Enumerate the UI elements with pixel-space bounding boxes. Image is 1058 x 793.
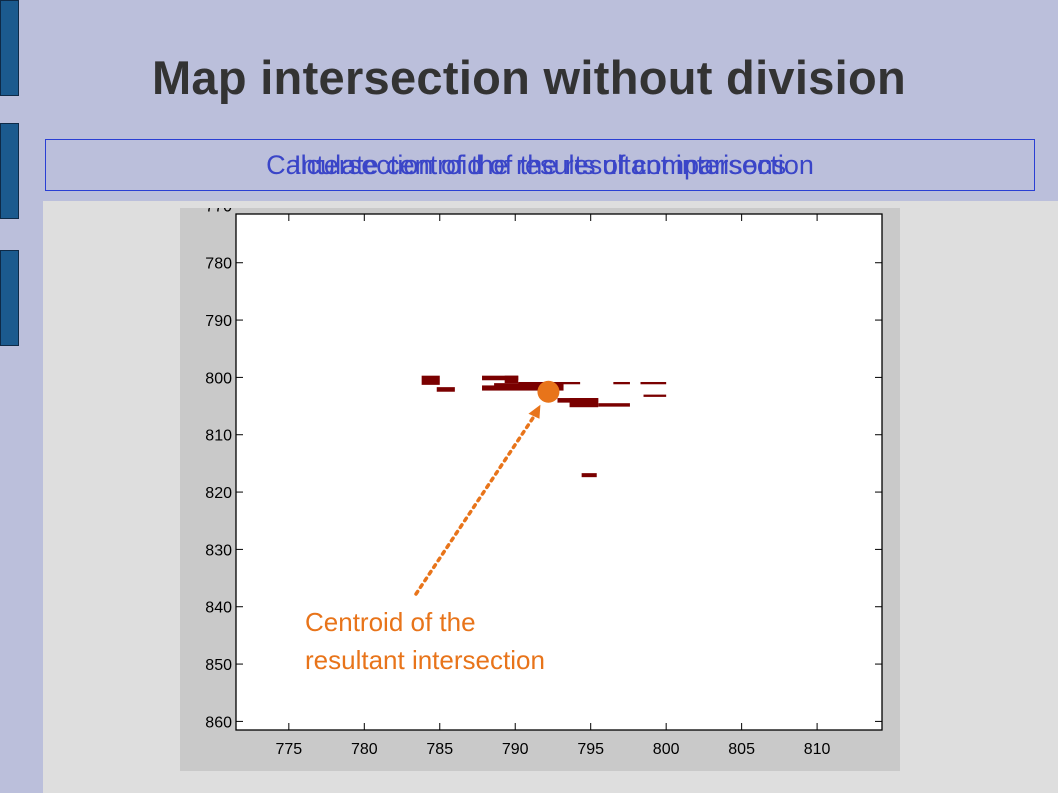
intersection-cell (482, 385, 564, 391)
y-tick-label: 800 (205, 370, 232, 387)
y-tick-label: 830 (205, 542, 232, 559)
intersection-cell (569, 398, 599, 408)
y-tick-label: 850 (205, 657, 232, 674)
left-strip (0, 0, 43, 793)
plot-area (236, 214, 882, 730)
annotation-arrow (414, 413, 537, 596)
intersection-cell (504, 375, 519, 384)
y-tick-label: 820 (205, 485, 232, 502)
subtitle-text-intersection: Intersection of the results of compariso… (293, 150, 787, 180)
y-tick-label: 770 (205, 208, 232, 215)
centroid-annotation: Centroid of the resultant intersection (305, 603, 545, 679)
x-tick-label: 790 (502, 741, 529, 758)
intersection-cell (640, 381, 667, 385)
annotation-line-1: Centroid of the (305, 607, 476, 637)
intersection-cell (482, 375, 519, 381)
x-tick-label: 775 (275, 741, 302, 758)
intersection-chart: 770 780 790 800 810 820 830 840 850 860 775 780 785 7… (180, 208, 900, 771)
annotation-arrowhead (528, 404, 541, 419)
intersection-cell (581, 473, 597, 478)
subtitle-text-calculate: Calculate centroid of the resultant inte… (266, 150, 814, 180)
intersection-cell (643, 394, 667, 397)
x-tick-label: 810 (804, 741, 831, 758)
y-tick-label: 780 (205, 256, 232, 273)
subtitle-box: Calculate centroid of the resultant inte… (45, 139, 1035, 191)
intersection-cell (613, 381, 630, 385)
slide-tab-1[interactable] (0, 0, 19, 96)
slide-title: Map intersection without division (151, 51, 907, 104)
y-tick-label: 840 (205, 600, 232, 617)
intersection-cell (560, 381, 581, 385)
intersection-cell (494, 383, 564, 387)
slide-tab-2[interactable] (0, 123, 19, 219)
y-tick-label: 790 (205, 313, 232, 330)
y-tick-label: 860 (205, 714, 232, 731)
centroid-marker (537, 380, 560, 403)
axes-frame (235, 213, 883, 731)
x-tick-label: 805 (728, 741, 755, 758)
intersection-cell (421, 375, 440, 385)
x-tick-label: 795 (577, 741, 604, 758)
x-tick-label: 780 (351, 741, 378, 758)
intersection-cell (598, 403, 630, 407)
x-tick-label: 785 (426, 741, 453, 758)
y-tick-label: 810 (205, 428, 232, 445)
slide-tab-3[interactable] (0, 250, 19, 346)
intersection-cell (436, 387, 455, 392)
x-tick-label: 800 (653, 741, 680, 758)
annotation-line-2: resultant intersection (305, 645, 545, 675)
